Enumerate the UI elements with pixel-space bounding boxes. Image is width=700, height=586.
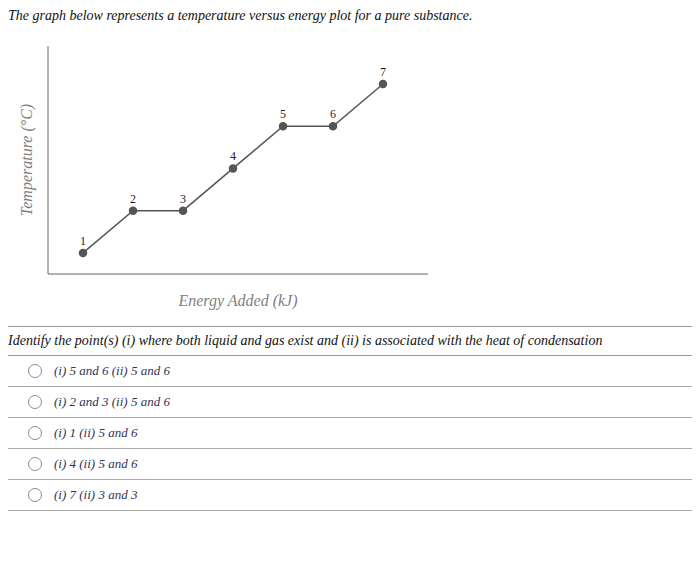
svg-text:6: 6 xyxy=(330,107,336,121)
svg-text:1: 1 xyxy=(80,234,86,248)
svg-text:7: 7 xyxy=(380,65,386,79)
svg-text:Temperature (°C): Temperature (°C) xyxy=(18,104,36,216)
html-text:(i) 7 (ii) 3 and 3: (i) 7 (ii) 3 and 3 xyxy=(54,487,138,502)
html-text:(i) 2 and 3 (ii) 5 and 6: (i) 2 and 3 (ii) 5 and 6 xyxy=(54,394,170,409)
svg-text:4: 4 xyxy=(230,149,236,163)
html-text:(i) 1 (ii) 5 and 6: (i) 1 (ii) 5 and 6 xyxy=(54,425,138,440)
html-text:(i) 5 and 6 (ii) 5 and 6: (i) 5 and 6 (ii) 5 and 6 xyxy=(54,363,170,378)
html-text:Identify the point(s) (i) wher: Identify the point(s) (i) where both liq… xyxy=(8,333,603,348)
html-text:(i) 4 (ii) 5 and 6: (i) 4 (ii) 5 and 6 xyxy=(54,456,138,471)
svg-text:2: 2 xyxy=(130,192,136,206)
svg-text:3: 3 xyxy=(180,192,186,206)
svg-text:Energy Added (kJ): Energy Added (kJ) xyxy=(177,292,297,310)
html-text:The graph below represents a t: The graph below represents a temperature… xyxy=(8,8,473,23)
svg-text:5: 5 xyxy=(280,107,286,121)
